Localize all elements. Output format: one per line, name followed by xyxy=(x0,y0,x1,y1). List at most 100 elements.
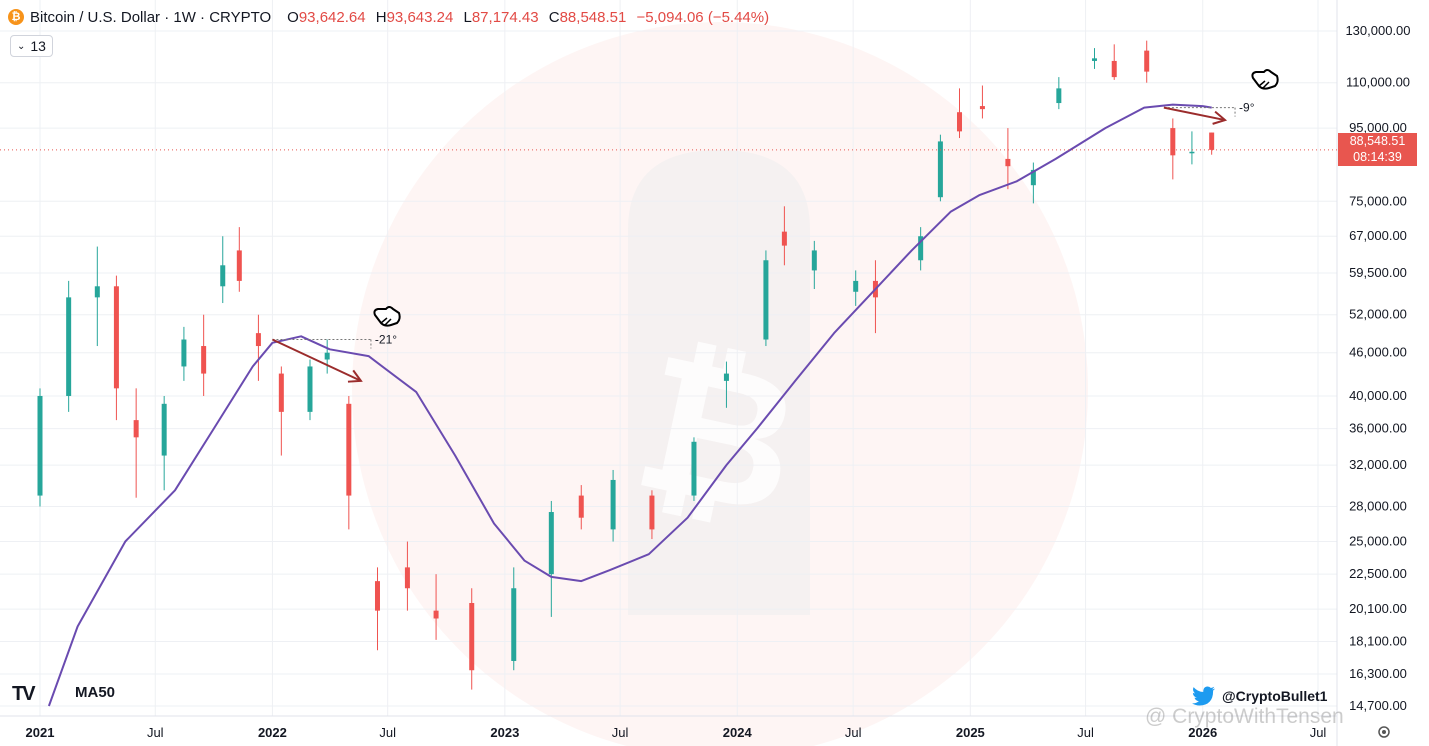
bar-countdown: 08:14:39 xyxy=(1353,150,1402,164)
time-tick-label: Jul xyxy=(845,725,862,740)
candle-body xyxy=(918,236,924,261)
candle-body xyxy=(1170,128,1176,156)
candle-body xyxy=(763,260,769,340)
candle-body xyxy=(1144,50,1150,72)
candle-body xyxy=(610,479,616,530)
angle-label: -21° xyxy=(375,333,397,347)
time-axis[interactable]: 2021 Jul 2022 Jul 2023 Jul 2024 Jul 2025 Jul 2026 J… xyxy=(26,725,1327,740)
candle-body xyxy=(649,495,655,530)
time-tick-label: 2023 xyxy=(490,725,519,740)
close-key: C xyxy=(548,8,560,26)
low-value: 87,174.43 xyxy=(471,8,539,26)
price-tick-label: 16,300.00 xyxy=(1349,666,1407,681)
price-tick-label: 32,000.00 xyxy=(1349,457,1407,472)
bitcoin-icon: ₿ xyxy=(8,9,24,25)
current-price-label: 88,548.51 08:14:39 xyxy=(1338,133,1417,166)
current-price-value: 88,548.51 xyxy=(1349,134,1406,148)
drawings: -21° -9° xyxy=(271,101,1255,383)
candle-body xyxy=(324,352,330,360)
candle-body xyxy=(691,441,697,496)
symbol-title[interactable]: Bitcoin / U.S. Dollar · 1W · CRYPTO xyxy=(30,8,272,26)
candle-body xyxy=(133,420,139,438)
candle-body xyxy=(94,286,100,298)
candle-body xyxy=(511,588,517,661)
settings-gear-icon[interactable] xyxy=(1378,726,1390,738)
candle-body xyxy=(161,403,167,456)
price-tick-label: 46,000.00 xyxy=(1349,345,1407,360)
chevron-down-icon: ⌄ xyxy=(17,40,26,52)
angle-label: -9° xyxy=(1239,101,1255,115)
candle-body xyxy=(433,610,439,619)
time-tick-label: 2021 xyxy=(26,725,55,740)
time-tick-label: Jul xyxy=(1077,725,1094,740)
change-value: −5,094.06 (−5.44%) xyxy=(636,8,770,26)
low-key: L xyxy=(463,8,472,26)
candle-body xyxy=(1209,132,1215,150)
candle-body xyxy=(113,286,119,389)
candle-body xyxy=(1091,58,1097,61)
candle-body xyxy=(1056,88,1062,104)
candle-body xyxy=(956,112,962,132)
trend-arrow-line xyxy=(271,338,362,382)
indicators-toggle-button[interactable]: ⌄ 13 xyxy=(10,35,53,57)
candle-body xyxy=(469,603,475,671)
indicator-count: 13 xyxy=(30,38,46,54)
grid-lines xyxy=(0,0,1337,716)
candle-body xyxy=(346,403,352,496)
candle-body xyxy=(937,141,943,198)
author-handle: @CryptoBullet1 xyxy=(1222,688,1328,704)
candle-body xyxy=(220,265,226,287)
candle-body xyxy=(374,581,380,611)
watermark-text: @ CryptoWithTensen xyxy=(1145,705,1344,728)
price-tick-label: 20,100.00 xyxy=(1349,601,1407,616)
candle-body xyxy=(1111,60,1117,78)
author-credit: @CryptoBullet1 xyxy=(1192,686,1327,706)
time-tick-label: Jul xyxy=(612,725,629,740)
price-axis[interactable]: 130,000.00 110,000.00 95,000.00 75,000.00 67… xyxy=(1345,23,1410,713)
candle-body xyxy=(1189,151,1195,154)
price-tick-label: 75,000.00 xyxy=(1349,193,1407,208)
trend-arrow-head xyxy=(1212,110,1228,125)
open-key: O xyxy=(287,8,299,26)
time-tick-label: 2026 xyxy=(1188,725,1217,740)
time-tick-label: 2022 xyxy=(258,725,287,740)
candle-body xyxy=(1005,158,1011,167)
price-tick-label: 52,000.00 xyxy=(1349,307,1407,322)
price-tick-label: 40,000.00 xyxy=(1349,388,1407,403)
price-tick-label: 130,000.00 xyxy=(1345,23,1410,38)
price-tick-label: 59,500.00 xyxy=(1349,265,1407,280)
candle-body xyxy=(853,280,859,292)
candles xyxy=(37,40,1215,690)
price-tick-label: 18,100.00 xyxy=(1349,634,1407,649)
candle-body xyxy=(201,346,207,374)
tradingview-logo[interactable]: TV xyxy=(12,683,36,705)
candle-body xyxy=(404,567,410,589)
ohlc-values: O93,642.64 H93,643.24 L87,174.43 C88,548… xyxy=(281,9,769,26)
time-tick-label: Jul xyxy=(1310,725,1327,740)
candle-body xyxy=(66,297,72,396)
price-tick-label: 95,000.00 xyxy=(1349,120,1407,135)
background-watermark-emblem: ₿ xyxy=(352,22,1088,746)
candle-body xyxy=(278,373,284,412)
twitter-bird-icon xyxy=(1192,686,1215,706)
open-value: 93,642.64 xyxy=(298,8,366,26)
ma50-series xyxy=(47,103,1212,707)
high-key: H xyxy=(375,8,387,26)
ma50-line xyxy=(47,103,1212,707)
ma50-legend[interactable]: MA50 xyxy=(75,684,116,701)
price-tick-label: 110,000.00 xyxy=(1346,75,1410,90)
candle-body xyxy=(811,250,817,271)
candle-body xyxy=(723,373,729,381)
price-tick-label: 22,500.00 xyxy=(1349,566,1407,581)
high-value: 93,643.24 xyxy=(386,8,454,26)
candle-body xyxy=(979,106,985,110)
trend-arrow-line xyxy=(1163,106,1226,122)
candle-body xyxy=(255,333,261,347)
time-tick-label: Jul xyxy=(147,725,164,740)
candle-body xyxy=(236,250,242,281)
hand-cursor-icon xyxy=(1251,69,1279,90)
time-tick-label: Jul xyxy=(379,725,396,740)
candle-body xyxy=(307,366,313,412)
price-tick-label: 14,700.00 xyxy=(1349,698,1407,713)
